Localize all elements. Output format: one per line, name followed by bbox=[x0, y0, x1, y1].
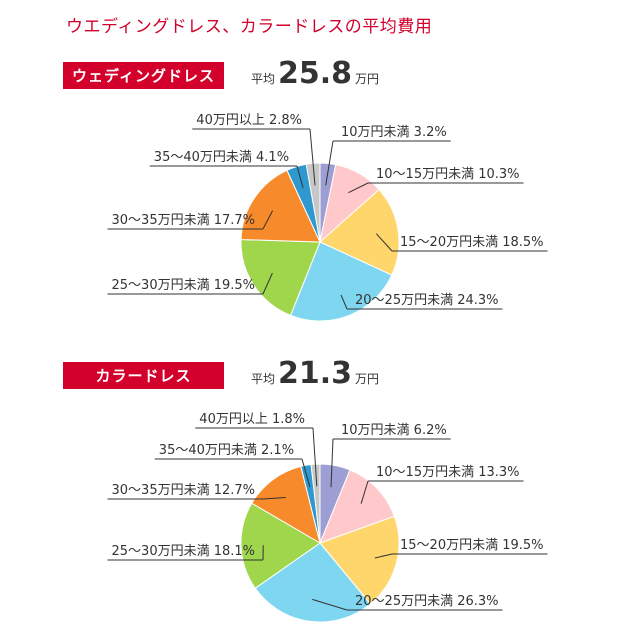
slice-label: 30～35万円未満 17.7% bbox=[112, 213, 256, 228]
average-unit: 万円 bbox=[355, 72, 380, 86]
leader-line bbox=[325, 140, 334, 186]
pie-slice bbox=[251, 465, 321, 545]
slice-label: 15～20万円未満 18.5% bbox=[400, 235, 544, 250]
leader-line bbox=[348, 182, 369, 194]
leader-line bbox=[296, 165, 304, 188]
pie-slice bbox=[289, 241, 393, 322]
average-label: 平均 bbox=[251, 72, 276, 86]
pie-slice bbox=[254, 542, 372, 623]
slice-label: 10～15万円未満 13.3% bbox=[376, 465, 520, 480]
leader-line bbox=[312, 427, 318, 487]
leader-line bbox=[262, 497, 286, 500]
leader-line bbox=[301, 458, 311, 488]
average-unit: 万円 bbox=[355, 372, 380, 386]
slice-label: 40万円以上 2.8% bbox=[196, 113, 302, 128]
slice-label: 40万円以上 1.8% bbox=[199, 412, 305, 427]
pie-slice bbox=[319, 515, 400, 605]
wedding-dress-pie-chart: 10万円未満 3.2% 10～15万円未満 10.3% 15～20万円未満 18.5… bbox=[107, 113, 548, 322]
leader-line bbox=[312, 598, 348, 611]
leader-line bbox=[330, 438, 334, 488]
pie-slice bbox=[319, 188, 400, 276]
slice-label: 10～15万円未満 10.3% bbox=[376, 167, 520, 182]
leader-line bbox=[262, 272, 273, 295]
color-dress-pie-chart: 10万円未満 6.2% 10～15万円未満 13.3% 15～20万円未満 19.5… bbox=[107, 412, 548, 623]
wedding-dress-badge: ウェディングドレス bbox=[63, 62, 224, 89]
page-title: ウエディングドレス、カラードレスの平均費用 bbox=[66, 17, 433, 37]
color-dress-average: 平均 21.3 万円 bbox=[251, 356, 379, 391]
slice-label: 20～25万円未満 26.3% bbox=[355, 594, 499, 609]
slice-label: 30～35万円未満 12.7% bbox=[112, 483, 256, 498]
pie-slice bbox=[240, 169, 321, 243]
slice-label: 35～40万円未満 4.1% bbox=[154, 150, 289, 165]
average-value: 25.8 bbox=[278, 56, 353, 91]
average-label: 平均 bbox=[251, 372, 276, 386]
slice-label: 20～25万円未満 24.3% bbox=[355, 293, 499, 308]
leader-line bbox=[374, 553, 393, 559]
leader-line bbox=[375, 233, 393, 252]
slice-label: 15～20万円未満 19.5% bbox=[400, 538, 544, 553]
color-dress-badge: カラードレス bbox=[63, 362, 224, 389]
leader-line bbox=[340, 294, 348, 310]
slice-label: 10万円未満 6.2% bbox=[341, 423, 447, 438]
slice-label: 10万円未満 3.2% bbox=[341, 125, 447, 140]
slice-label: 25～30万円未満 18.1% bbox=[112, 544, 256, 559]
pie-slice bbox=[240, 239, 321, 316]
pie-slice bbox=[240, 502, 321, 589]
slice-label: 25～30万円未満 19.5% bbox=[112, 278, 256, 293]
slice-label: 35～40万円未満 2.1% bbox=[159, 443, 294, 458]
leader-line bbox=[309, 128, 316, 186]
average-value: 21.3 bbox=[278, 356, 353, 391]
pie-slice bbox=[319, 469, 395, 544]
leader-line bbox=[262, 210, 274, 230]
leader-line bbox=[360, 480, 369, 504]
wedding-dress-average: 平均 25.8 万円 bbox=[251, 56, 379, 91]
